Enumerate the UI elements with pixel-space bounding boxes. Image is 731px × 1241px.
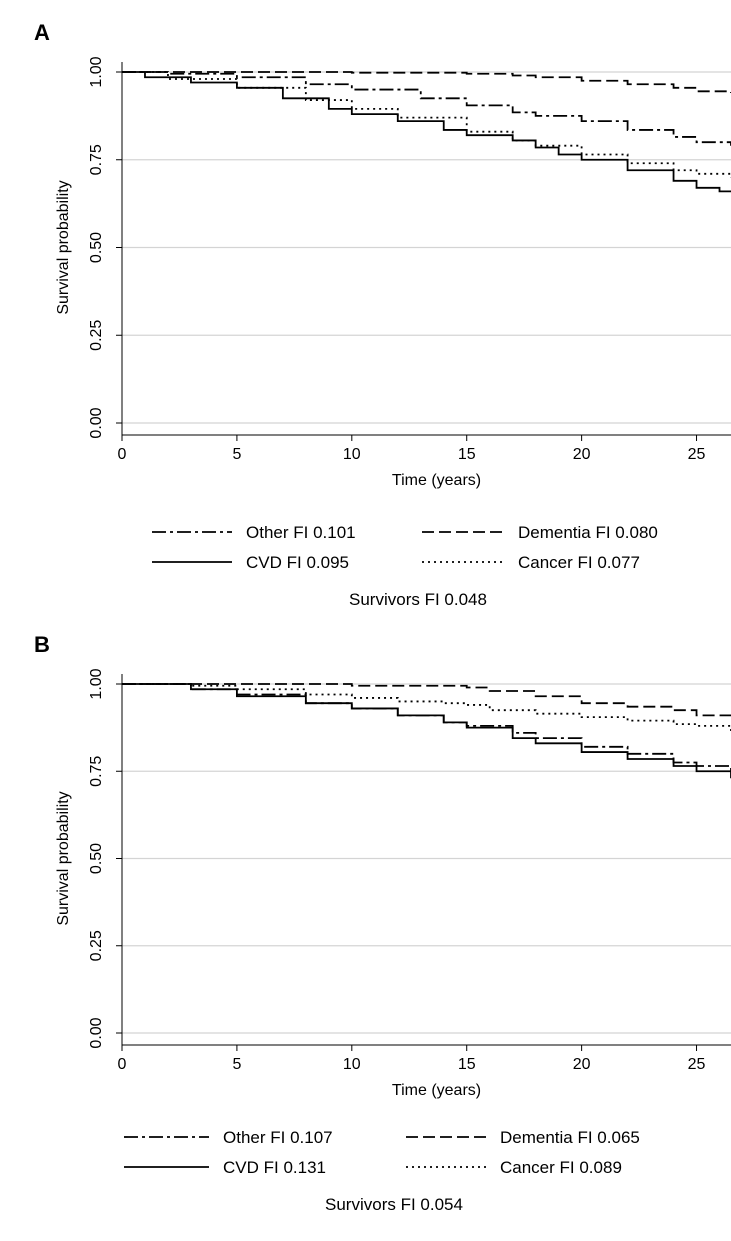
panel-b: B 0.00 0.25 0.50 0.75 1.00 0 5 10 15 20 25 Time (ye… (0, 612, 731, 1241)
x-tick-label: 25 (688, 446, 706, 463)
x-tick-label: 25 (688, 1056, 706, 1073)
survival-chart-a: 0.00 0.25 0.50 0.75 1.00 0 5 10 15 20 25 Time (year… (55, 56, 731, 609)
series-line-cvd (122, 683, 731, 779)
x-tick-label: 15 (458, 1056, 476, 1073)
legend-label-cvd: CVD FI 0.095 (246, 553, 349, 572)
survivors-note: Survivors FI 0.054 (325, 1195, 463, 1214)
y-tick-label: 0.00 (88, 407, 105, 438)
x-tick-label: 5 (232, 1056, 241, 1073)
series-line-other (122, 71, 731, 146)
series-line-dementia (122, 71, 731, 94)
legend-label-cancer: Cancer FI 0.089 (500, 1158, 622, 1177)
x-tick-label: 0 (118, 1056, 127, 1073)
y-tick-label: 0.75 (88, 756, 105, 787)
panel-label: A (34, 20, 50, 45)
x-tick-label: 5 (232, 446, 241, 463)
legend-label-other: Other FI 0.101 (246, 523, 356, 542)
x-tick-label: 10 (343, 446, 361, 463)
survival-chart-b: 0.00 0.25 0.50 0.75 1.00 0 5 10 15 20 25 Time (year… (55, 668, 731, 1214)
legend-label-other: Other FI 0.107 (223, 1128, 333, 1147)
x-tick-label: 20 (573, 446, 591, 463)
x-axis-title: Time (years) (392, 1082, 481, 1099)
x-tick-label: 0 (118, 446, 127, 463)
y-tick-label: 0.75 (88, 144, 105, 175)
series-line-cancer (122, 683, 731, 732)
y-tick-label: 1.00 (88, 668, 105, 699)
panel-a: A 0.00 0.25 0.50 0.75 1.00 0 5 10 15 20 25 Time (ye… (0, 0, 731, 612)
y-tick-label: 0.50 (88, 843, 105, 874)
y-axis-title: Survival probability (55, 791, 72, 925)
legend-label-dementia: Dementia FI 0.080 (518, 523, 658, 542)
x-tick-label: 15 (458, 446, 476, 463)
series-line-cancer (122, 71, 731, 178)
legend-label-cancer: Cancer FI 0.077 (518, 553, 640, 572)
legend-label-dementia: Dementia FI 0.065 (500, 1128, 640, 1147)
y-tick-label: 1.00 (88, 56, 105, 87)
y-tick-label: 0.50 (88, 232, 105, 263)
x-axis-title: Time (years) (392, 472, 481, 489)
series-line-dementia (122, 683, 731, 721)
series-line-cvd (122, 71, 731, 193)
survivors-note: Survivors FI 0.048 (349, 590, 487, 609)
y-tick-label: 0.25 (88, 320, 105, 351)
y-axis-title: Survival probability (55, 180, 72, 314)
x-tick-label: 20 (573, 1056, 591, 1073)
y-tick-label: 0.00 (88, 1017, 105, 1048)
legend-label-cvd: CVD FI 0.131 (223, 1158, 326, 1177)
x-tick-label: 10 (343, 1056, 361, 1073)
panel-label: B (34, 632, 50, 657)
y-tick-label: 0.25 (88, 930, 105, 961)
